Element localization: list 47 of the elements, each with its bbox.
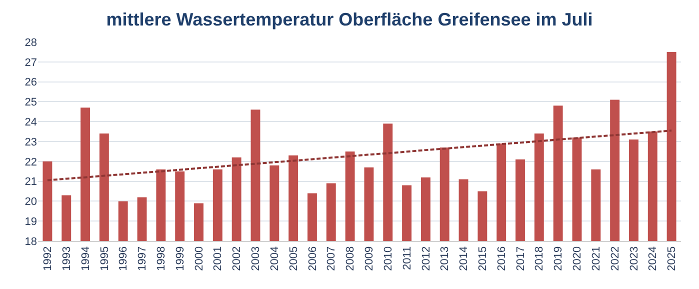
x-tick-label: 2007 xyxy=(326,246,338,271)
x-tick-label: 2021 xyxy=(590,246,602,271)
x-tick-label: 2012 xyxy=(420,246,432,271)
y-tick-label: 18 xyxy=(24,236,37,248)
x-tick-label: 2011 xyxy=(401,246,414,270)
y-tick-label: 20 xyxy=(24,196,37,208)
y-tick-label: 28 xyxy=(24,36,37,49)
x-tick-label: 1997 xyxy=(136,246,149,271)
x-tick-label: 2015 xyxy=(477,246,490,271)
x-tick-label: 2004 xyxy=(268,246,281,271)
x-tick-label: 2003 xyxy=(250,246,262,271)
x-tick-label: 2019 xyxy=(552,246,565,271)
x-tick-label: 2025 xyxy=(666,246,678,271)
y-tick-label: 26 xyxy=(24,76,37,89)
y-tick-label: 22 xyxy=(24,156,37,168)
y-tick-label: 23 xyxy=(24,136,37,148)
x-tick-label: 2006 xyxy=(306,246,319,271)
x-tick-label: 1996 xyxy=(118,246,130,271)
x-tick-label: 2020 xyxy=(572,246,584,271)
x-tick-label: 1994 xyxy=(80,246,92,271)
x-tick-label: 2016 xyxy=(496,246,508,271)
x-tick-label: 2022 xyxy=(609,246,622,271)
x-tick-label: 2005 xyxy=(288,246,300,271)
x-tick-label: 2018 xyxy=(534,246,546,271)
x-tick-label: 2002 xyxy=(231,246,244,271)
x-tick-label: 1993 xyxy=(60,246,73,271)
y-tick-label: 25 xyxy=(24,96,37,109)
chart-title: mittlere Wassertemperatur Oberfläche Greifensee im Juli xyxy=(106,10,593,30)
y-tick-label: 19 xyxy=(24,216,37,228)
x-tick-label: 1992 xyxy=(42,246,54,271)
x-tick-label: 2009 xyxy=(364,246,376,271)
line-series xyxy=(46,130,673,182)
y-tick-label: 21 xyxy=(24,176,37,188)
x-tick-label: 2000 xyxy=(193,246,206,271)
x-tick-label: 2017 xyxy=(514,246,527,271)
x-tick-label: 2008 xyxy=(344,246,357,271)
x-tick-label: 2010 xyxy=(382,246,394,271)
x-tick-label: 2014 xyxy=(458,246,470,271)
x-tick-label: 1995 xyxy=(98,246,111,271)
x-tick-label: 1999 xyxy=(174,246,186,271)
y-tick-label: 27 xyxy=(24,56,37,69)
x-tick-label: 2024 xyxy=(647,246,660,271)
x-tick-label: 2001 xyxy=(212,246,224,271)
x-tick-label: 1998 xyxy=(156,246,168,271)
x-tick-label: 2013 xyxy=(439,246,452,271)
y-tick-label: 24 xyxy=(24,116,37,128)
x-tick-label: 2023 xyxy=(628,246,640,271)
